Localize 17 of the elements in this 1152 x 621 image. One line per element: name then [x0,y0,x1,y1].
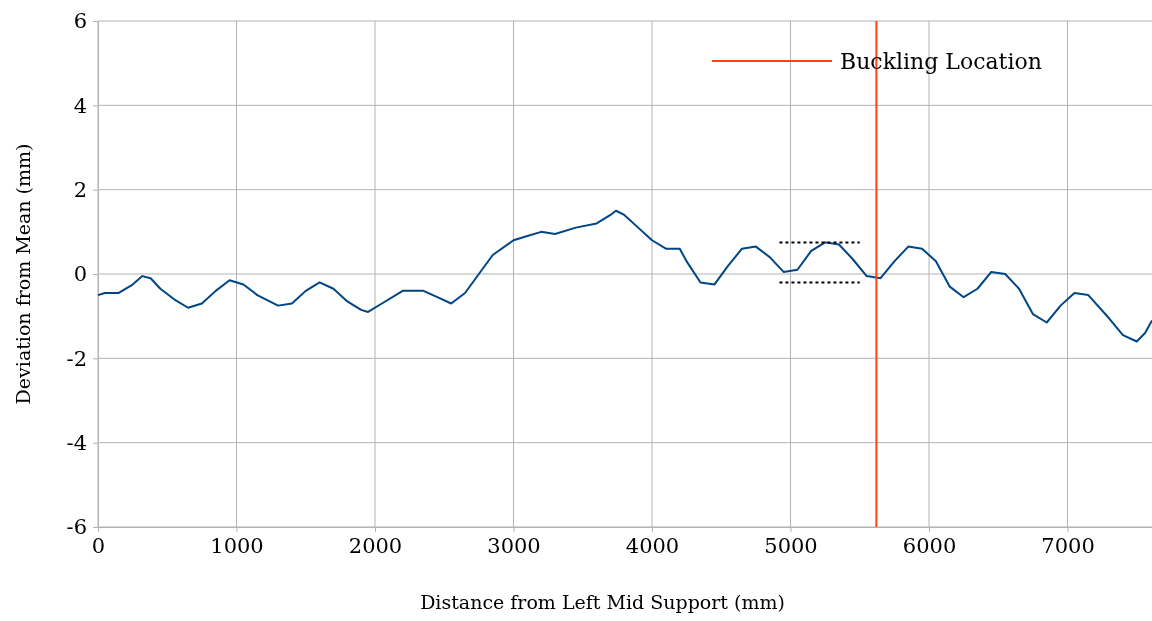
x-tick-label: 2000 [348,533,403,558]
y-tick-label: -4 [66,430,87,455]
y-tick-label: 6 [73,9,87,34]
x-tick-label: 0 [91,533,106,558]
x-tick-label: 6000 [902,533,957,558]
y-tick-label: 0 [73,262,87,287]
x-tick-label: 5000 [764,533,818,558]
x-tick-label: 3000 [487,533,541,558]
x-axis-title: Distance from Left Mid Support (mm) [420,591,785,613]
y-tick-label: -2 [66,346,87,371]
y-tick-label: 2 [73,177,87,202]
y-axis-title: Deviation from Mean (mm) [12,143,34,405]
x-tick-label: 7000 [1041,533,1095,558]
y-tick-label: 4 [73,93,87,118]
y-tick-label: -6 [66,515,87,540]
x-tick-label: 1000 [210,533,264,558]
x-tick-label: 4000 [625,533,680,558]
